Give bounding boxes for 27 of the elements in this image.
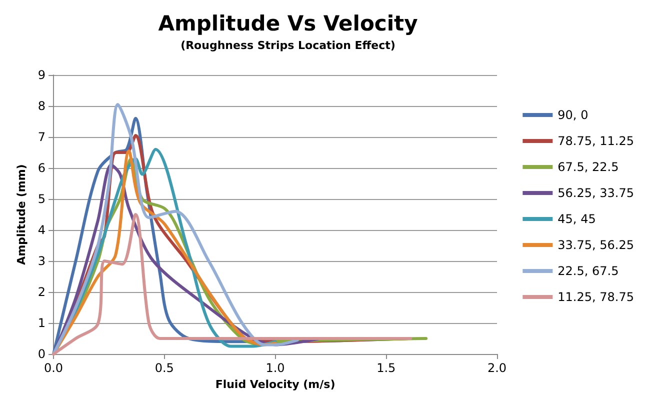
y-axis-title: Amplitude (mm) [15,164,28,265]
y-tick-label: 8 [38,99,46,113]
x-tick-label: 1.5 [376,361,396,375]
x-tick-label: 2.0 [487,361,507,375]
x-tick-label: 0.0 [44,361,64,375]
y-tick-label: 9 [38,68,46,82]
x-axis-title: Fluid Velocity (m/s) [215,378,336,391]
legend-label: 33.75, 56.25 [558,238,634,252]
y-tick-label: 1 [38,316,46,330]
chart-title: Amplitude Vs Velocity [158,12,418,36]
y-tick-label: 0 [38,347,46,361]
x-tick-label: 1.0 [266,361,285,375]
legend-label: 56.25, 33.75 [558,186,634,200]
y-tick-label: 5 [38,192,46,206]
legend-label: 11.25, 78.75 [558,290,634,304]
y-tick-label: 3 [38,254,46,268]
y-tick-label: 6 [38,161,46,175]
legend-label: 67.5, 22.5 [558,160,619,174]
legend-label: 78.75, 11.25 [558,134,634,148]
chart-subtitle: (Roughness Strips Location Effect) [180,39,396,52]
x-tick-label: 0.5 [154,361,174,375]
y-tick-label: 4 [38,223,46,237]
legend-label: 45, 45 [558,212,596,226]
y-tick-label: 2 [38,285,46,299]
y-tick-label: 7 [38,130,46,144]
legend-label: 22.5, 67.5 [558,264,619,278]
legend-label: 90, 0 [558,108,588,122]
